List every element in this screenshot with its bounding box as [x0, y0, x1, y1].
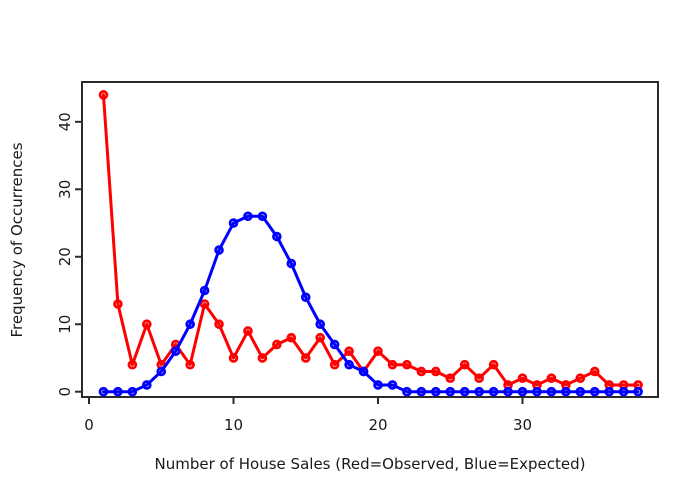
- observed-point: [445, 373, 456, 384]
- expected-point: [416, 386, 427, 397]
- observed-point: [373, 346, 383, 357]
- observed-point: [488, 359, 499, 370]
- x-tick-label: 0: [84, 416, 94, 434]
- expected-point: [474, 386, 484, 397]
- observed-point: [185, 359, 195, 370]
- expected-point: [272, 231, 282, 242]
- observed-point: [459, 359, 470, 370]
- x-tick-label: 10: [224, 416, 243, 434]
- expected-point: [430, 386, 441, 397]
- expected-point: [488, 386, 499, 397]
- expected-point: [156, 366, 167, 377]
- expected-point: [445, 386, 456, 397]
- x-tick-label: 30: [513, 416, 532, 434]
- expected-point: [561, 386, 571, 397]
- observed-point: [474, 373, 484, 384]
- observed-point: [113, 299, 123, 309]
- observed-point: [127, 359, 138, 370]
- expected-point: [228, 218, 239, 228]
- series-layer: [98, 90, 643, 397]
- observed-point: [243, 326, 253, 336]
- observed-point: [228, 353, 239, 363]
- expected-point: [546, 386, 557, 397]
- expected-point: [257, 211, 268, 222]
- expected-point: [127, 386, 138, 397]
- expected-point: [387, 380, 398, 390]
- x-axis-label: Number of House Sales (Red=Observed, Blu…: [155, 455, 586, 473]
- expected-point: [315, 319, 326, 330]
- y-tick-label: 40: [56, 112, 74, 131]
- observed-point: [589, 366, 600, 377]
- observed-line: [101, 93, 640, 387]
- observed-point: [387, 359, 398, 370]
- expected-point: [589, 386, 600, 397]
- expected-point: [633, 386, 643, 397]
- plot-border: [81, 81, 659, 398]
- expected-point: [300, 292, 311, 303]
- expected-point: [459, 386, 470, 397]
- observed-point: [272, 339, 282, 350]
- expected-point: [344, 359, 354, 370]
- expected-point: [98, 386, 109, 397]
- expected-point: [517, 386, 528, 397]
- observed-point: [142, 319, 152, 330]
- y-axis-label: Frequency of Occurrences: [8, 142, 26, 337]
- observed-point: [430, 366, 441, 377]
- expected-point: [199, 285, 210, 296]
- expected-point: [604, 386, 614, 397]
- expected-point: [532, 386, 542, 397]
- x-tick-label: 20: [368, 416, 387, 434]
- observed-point: [575, 373, 586, 384]
- expected-line: [101, 214, 640, 394]
- expected-point: [575, 386, 586, 397]
- observed-point: [402, 359, 412, 370]
- observed-point: [329, 359, 340, 370]
- expected-point: [618, 386, 629, 397]
- observed-point: [257, 353, 268, 363]
- observed-point: [98, 90, 109, 100]
- expected-point: [373, 380, 383, 390]
- observed-point: [315, 332, 326, 343]
- expected-point: [170, 346, 181, 357]
- expected-point: [402, 386, 412, 397]
- expected-point: [358, 366, 369, 377]
- observed-point: [300, 353, 311, 363]
- observed-point: [214, 319, 224, 330]
- observed-point: [199, 299, 210, 309]
- expected-point: [329, 339, 340, 350]
- expected-point: [113, 386, 123, 397]
- observed-point: [344, 346, 354, 357]
- y-tick-label: 30: [56, 180, 74, 199]
- expected-point: [142, 380, 152, 390]
- expected-point: [503, 386, 513, 397]
- observed-point: [546, 373, 557, 384]
- observed-point: [286, 332, 297, 343]
- observed-point: [517, 373, 528, 384]
- expected-point: [185, 319, 195, 330]
- axes-layer: 0 10 20 30 0 10 20 30 40: [56, 81, 659, 434]
- y-tick-label: 10: [56, 315, 74, 334]
- expected-point: [243, 211, 253, 222]
- expected-point: [214, 245, 224, 255]
- observed-point: [416, 366, 427, 377]
- y-tick-label: 0: [56, 387, 74, 397]
- expected-point: [286, 258, 297, 269]
- y-tick-label: 20: [56, 247, 74, 266]
